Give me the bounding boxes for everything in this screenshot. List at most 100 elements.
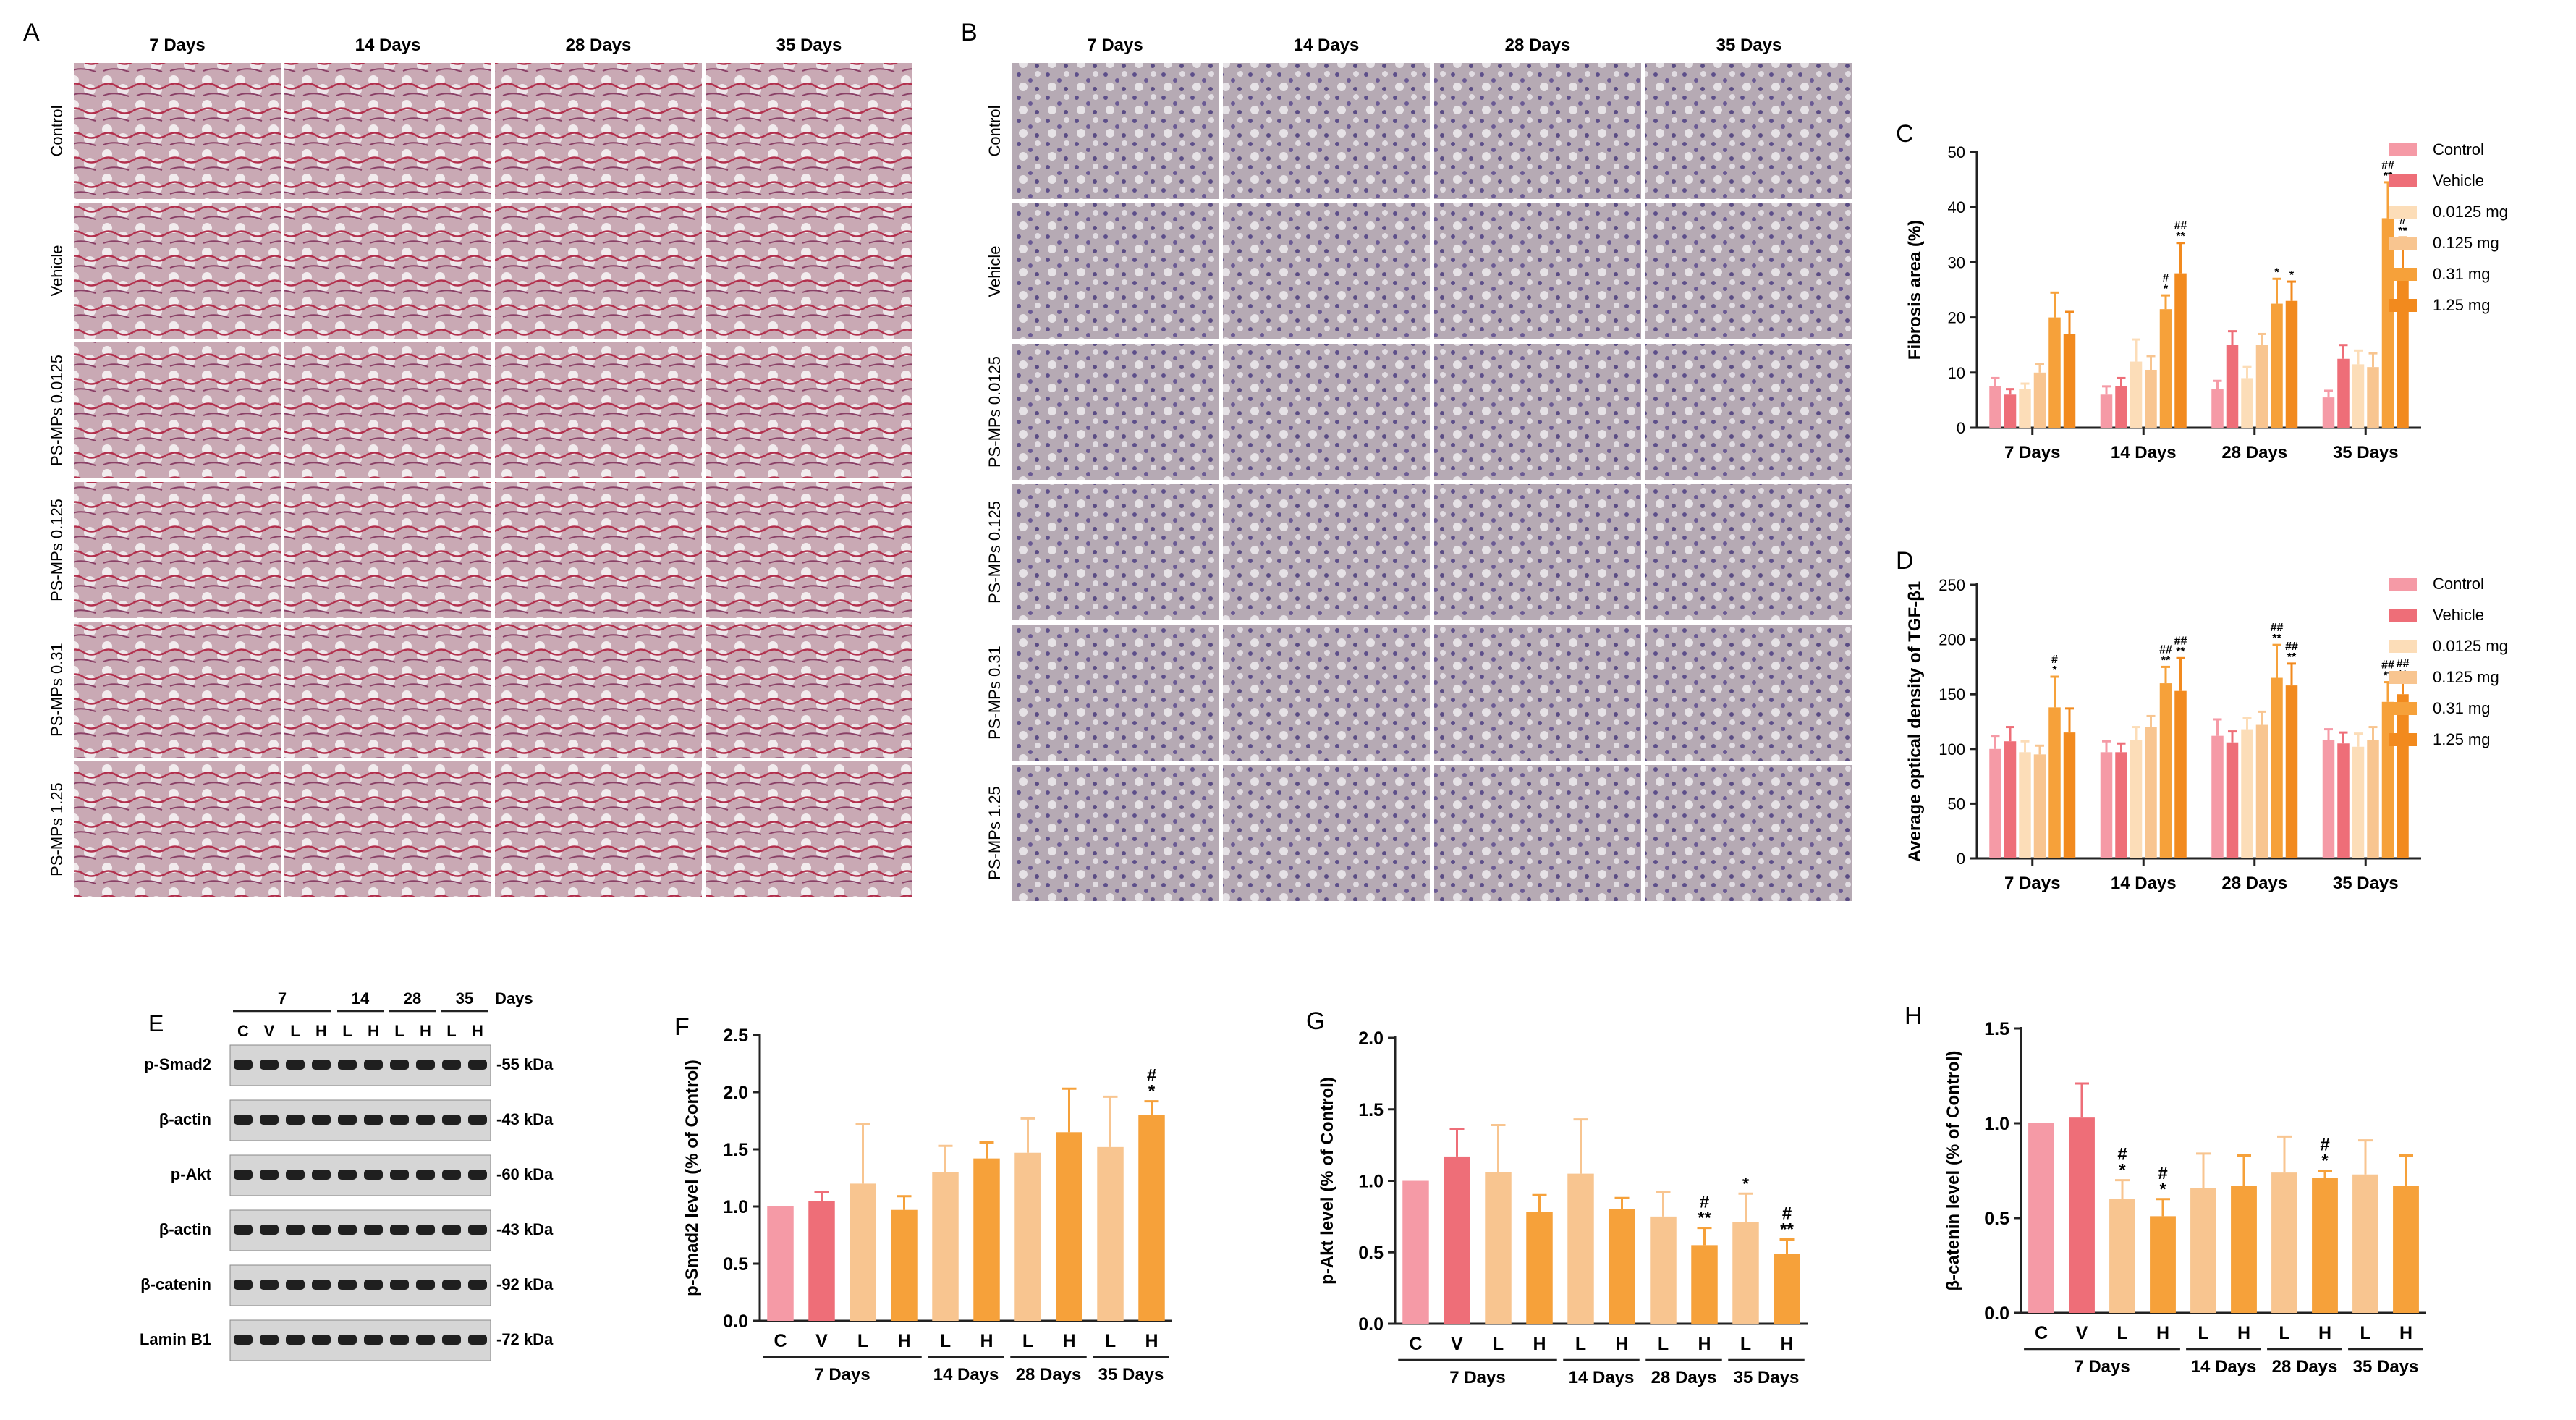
micrograph-tile xyxy=(284,63,491,199)
bar xyxy=(2004,394,2017,428)
bar xyxy=(1056,1132,1082,1321)
legend-swatch xyxy=(2389,609,2417,622)
bar xyxy=(2271,677,2283,858)
blot-band xyxy=(312,1280,331,1290)
significance-mark: # xyxy=(2051,654,2058,666)
blot-band xyxy=(286,1115,305,1125)
x-tick-label: 35 Days xyxy=(2333,874,2399,893)
significance-mark: # xyxy=(2163,272,2169,284)
bar xyxy=(2393,1186,2419,1313)
blot-band xyxy=(442,1060,461,1070)
blot-band xyxy=(442,1280,461,1290)
blot-band xyxy=(416,1280,435,1290)
y-tick-label: 2.0 xyxy=(1358,1028,1384,1049)
bar xyxy=(2130,740,2143,858)
row-label: Control xyxy=(986,106,1004,157)
x-tick-label: L xyxy=(2360,1323,2370,1343)
micrograph-tile xyxy=(706,63,912,199)
blot-band xyxy=(312,1170,331,1180)
significance-mark: * xyxy=(2274,266,2279,279)
bar xyxy=(1014,1152,1041,1321)
bar xyxy=(2004,741,2017,858)
bar xyxy=(2100,394,2113,428)
bar xyxy=(1402,1180,1429,1324)
blot-band xyxy=(312,1225,331,1235)
blot-band xyxy=(416,1225,435,1235)
bar xyxy=(2115,752,2127,858)
blot-band xyxy=(390,1060,409,1070)
x-tick-label: H xyxy=(2237,1323,2250,1343)
x-tick-label: L xyxy=(1740,1334,1751,1354)
bar xyxy=(2019,389,2031,428)
panel-b-tgf-staining: B 7 Days 14 Days 28 Days 35 Days Control Vehic… xyxy=(961,19,1852,901)
micrograph-tile xyxy=(1012,203,1219,339)
y-tick-label: 100 xyxy=(1939,740,1965,758)
bar xyxy=(2337,358,2350,428)
blot-band xyxy=(234,1335,253,1345)
x-tick-label: 28 Days xyxy=(2221,874,2287,893)
bar xyxy=(1989,386,2001,428)
blot-name: β-actin xyxy=(159,1220,211,1238)
blot-kda: -72 kDa xyxy=(496,1330,554,1348)
micrograph-tile xyxy=(284,761,491,897)
group-label: 35 Days xyxy=(1098,1365,1164,1385)
micrograph-tile xyxy=(284,482,491,618)
x-tick-label: L xyxy=(2198,1323,2208,1343)
micrograph-tile xyxy=(706,482,912,618)
x-tick-label: H xyxy=(2318,1323,2331,1343)
significance-mark: ## xyxy=(2381,159,2394,172)
bar xyxy=(1097,1146,1124,1321)
lane-label: H xyxy=(315,1022,327,1040)
significance-mark: ## xyxy=(2285,641,2298,653)
legend-label: Vehicle xyxy=(2433,172,2484,190)
y-tick-label: 0.0 xyxy=(1984,1303,2009,1324)
legend-swatch xyxy=(2389,174,2417,187)
y-axis-label: Average optical density of TGF-β1 xyxy=(1905,581,1925,863)
column-header: 35 Days xyxy=(776,35,842,55)
bar xyxy=(2226,345,2239,428)
blot-band xyxy=(468,1225,487,1235)
bar xyxy=(2048,707,2061,858)
micrograph-tile xyxy=(1223,765,1430,901)
x-tick-label: H xyxy=(1698,1334,1711,1354)
lane-label: L xyxy=(342,1022,352,1040)
blot-band xyxy=(260,1335,279,1345)
blot-band xyxy=(234,1225,253,1235)
bar xyxy=(2069,1117,2095,1313)
blot-band xyxy=(442,1225,461,1235)
bar xyxy=(2109,1199,2135,1313)
blot-band xyxy=(468,1115,487,1125)
significance-mark: * xyxy=(2289,269,2295,282)
bar xyxy=(1138,1115,1165,1321)
blot-band xyxy=(260,1115,279,1125)
micrograph-tile xyxy=(706,622,912,758)
group-label: 14 Days xyxy=(2191,1357,2257,1377)
x-tick-label: L xyxy=(940,1331,951,1351)
blot-name: Lamin B1 xyxy=(140,1330,211,1348)
row-label: PS-MPs 0.31 xyxy=(48,643,66,737)
significance-mark: * xyxy=(2119,1161,2126,1180)
bar xyxy=(1989,748,2001,858)
blot-band xyxy=(234,1060,253,1070)
legend-swatch xyxy=(2389,733,2417,746)
row-label: PS-MPs 0.125 xyxy=(48,499,66,601)
significance-mark: ## xyxy=(2397,658,2410,670)
micrograph-tile xyxy=(1223,484,1430,620)
x-tick-label: 7 Days xyxy=(2004,874,2060,893)
x-tick-label: 7 Days xyxy=(2004,443,2060,462)
legend-label: 0.125 mg xyxy=(2433,668,2499,686)
significance-mark: ## xyxy=(2174,635,2187,647)
bar xyxy=(2174,690,2187,858)
bar xyxy=(2367,367,2379,428)
panel-d-tgf-chart: D 0 50 100 150 200 250 Average optical density … xyxy=(1896,547,2508,893)
panel-letter: G xyxy=(1306,1007,1325,1035)
bar xyxy=(2285,685,2298,858)
legend-swatch xyxy=(2389,640,2417,653)
bar xyxy=(2397,270,2409,428)
blot-band xyxy=(364,1225,383,1235)
significance-mark: # xyxy=(1700,1193,1709,1212)
x-tick-label: H xyxy=(1533,1334,1546,1354)
blot-band xyxy=(286,1225,305,1235)
